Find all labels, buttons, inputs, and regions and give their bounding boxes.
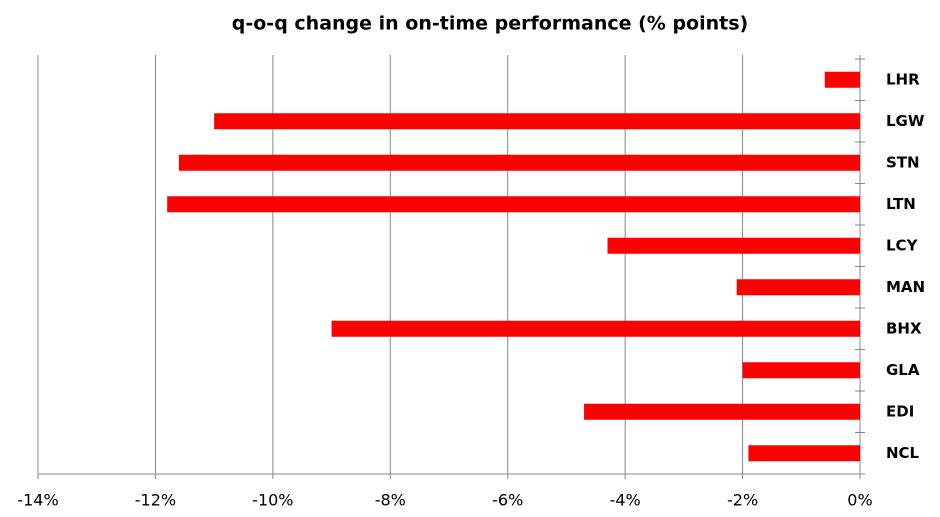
y-tick-label: GLA xyxy=(886,361,920,379)
bar xyxy=(607,237,860,254)
y-tick-label: LTN xyxy=(886,195,916,213)
x-tick-label: -8% xyxy=(375,491,406,510)
x-tick-label: -2% xyxy=(727,491,758,510)
x-tick-label: -12% xyxy=(135,491,176,510)
y-tick-label: LHR xyxy=(886,70,920,88)
x-tick-label: 0% xyxy=(847,491,872,510)
bar xyxy=(748,445,860,462)
bar xyxy=(584,403,860,420)
bar xyxy=(824,71,860,88)
bar xyxy=(214,113,861,130)
chart-title: q-o-q change in on-time performance (% p… xyxy=(232,13,748,35)
y-tick-label: MAN xyxy=(886,278,925,296)
bar xyxy=(331,320,861,337)
y-tick-label: NCL xyxy=(886,444,920,462)
x-tick-label: -14% xyxy=(17,491,58,510)
bar xyxy=(736,279,860,296)
y-tick-label: LCY xyxy=(886,236,919,254)
bar xyxy=(178,154,860,171)
y-tick-label: LGW xyxy=(886,112,925,130)
bar xyxy=(742,362,860,379)
y-tick-label: BHX xyxy=(886,319,922,337)
y-tick-label: EDI xyxy=(886,402,914,420)
bar xyxy=(167,196,860,213)
x-tick-label: -6% xyxy=(492,491,523,510)
y-tick-label: STN xyxy=(886,153,920,171)
x-tick-label: -4% xyxy=(610,491,641,510)
x-tick-label: -10% xyxy=(252,491,293,510)
